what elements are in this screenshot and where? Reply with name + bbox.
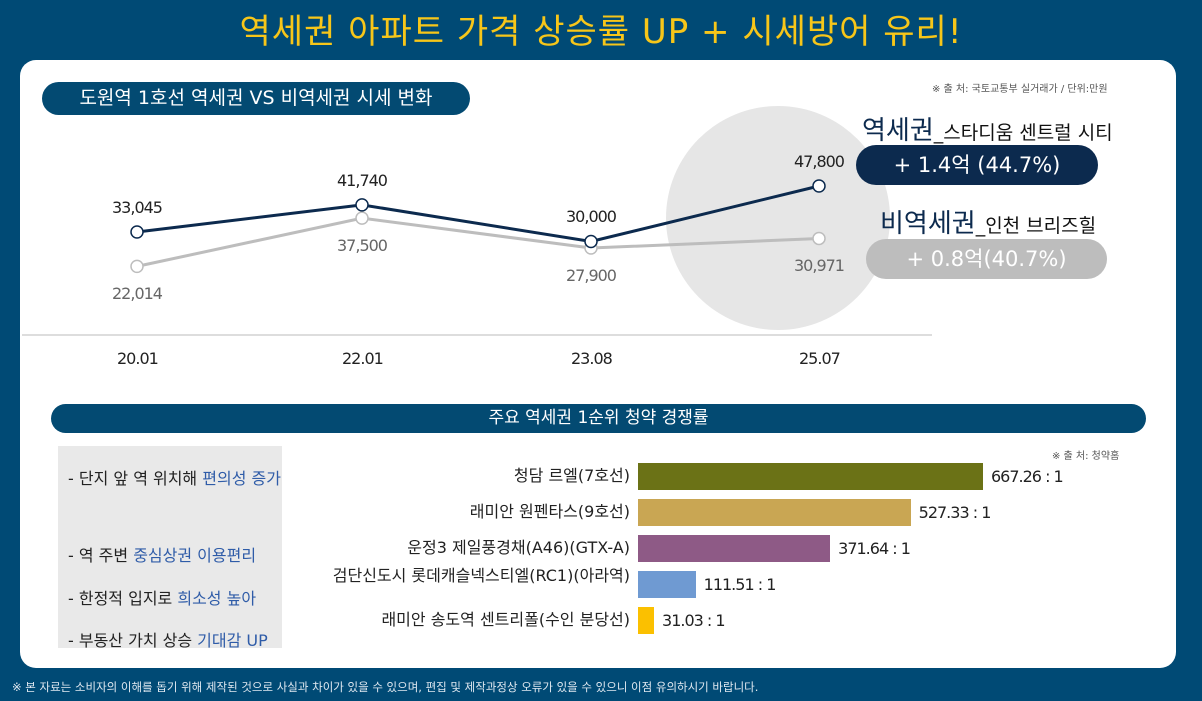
note-item: - 부동산 가치 상승 기대감 UP	[68, 627, 268, 651]
page-title: 역세권 아파트 가격 상승률 UP + 시세방어 유리!	[239, 12, 963, 52]
station-change-badge: + 1.4억 (44.7%)	[856, 145, 1098, 185]
data-point	[355, 211, 369, 225]
non-station-complex: _인천 브리즈힐	[975, 215, 1097, 237]
bar-value-label: 111.51 : 1	[703, 575, 777, 594]
bar-chart-source: ※ 출 처: 청약홈	[1052, 451, 1120, 462]
note-text: - 부동산 가치 상승	[68, 631, 198, 650]
bar-value-label: 31.03 : 1	[662, 611, 726, 630]
note-highlight: 중심상권 이용편리	[133, 546, 257, 565]
bar-category-label: 청담 르엘(7호선)	[513, 466, 630, 485]
station-callout-heading: 역세권_스타디움 센트럴 시티	[862, 110, 1113, 147]
bar	[638, 535, 831, 562]
bar	[638, 463, 983, 490]
bar	[638, 571, 696, 598]
data-label: 47,800	[794, 152, 845, 171]
note-item: - 한정적 입지로 희소성 높아	[68, 585, 256, 609]
station-label: 역세권	[862, 116, 934, 146]
bar-category-label: 운정3 제일풍경채(A46)(GTX-A)	[407, 538, 630, 557]
non-station-change-badge: + 0.8억(40.7%)	[866, 239, 1107, 279]
note-item: - 역 주변 중심상권 이용편리	[68, 542, 256, 566]
data-point	[130, 225, 144, 239]
data-point	[130, 259, 144, 274]
bar-category-label: 래미안 원펜타스(9호선)	[469, 502, 630, 521]
line-chart-title: 도원역 1호선 역세권 VS 비역세권 시세 변화	[42, 82, 470, 115]
note-text: - 한정적 입지로	[68, 589, 178, 608]
non-station-label: 비역세권	[880, 209, 976, 239]
note-highlight: 희소성 높아	[177, 589, 257, 608]
x-tick-label: 25.07	[799, 349, 841, 368]
bar-chart-title: 주요 역세권 1순위 청약 경쟁률	[51, 404, 1146, 433]
bar-value-label: 371.64 : 1	[838, 539, 911, 558]
data-point	[812, 231, 826, 246]
station-photo	[666, 106, 890, 330]
note-highlight: 기대감 UP	[197, 631, 268, 650]
data-label: 30,971	[794, 256, 845, 276]
data-point	[355, 198, 369, 212]
bar	[638, 607, 655, 634]
disclaimer: ※ 본 자료는 소비자의 이해를 돕기 위해 제작된 것으로 사실과 차이가 있…	[12, 680, 759, 694]
note-text: - 단지 앞 역 위치해	[68, 469, 203, 488]
bar-value-label: 527.33 : 1	[918, 503, 992, 522]
line-chart-source: ※ 출 처: 국토교통부 실거래가 / 단위:만원	[932, 84, 1108, 95]
series-line-0	[136, 184, 820, 244]
data-label: 37,500	[337, 236, 388, 256]
bar-category-label: 검단신도시 롯데캐슬넥스티엘(RC1)(아라역)	[332, 566, 630, 585]
data-point	[812, 179, 826, 193]
note-highlight: 편의성 증가	[202, 469, 281, 488]
x-tick-label: 23.08	[571, 349, 613, 368]
data-label: 22,014	[112, 284, 163, 304]
note-item: - 단지 앞 역 위치해 편의성 증가	[68, 458, 283, 500]
data-point	[584, 234, 598, 249]
benefit-notes: - 단지 앞 역 위치해 편의성 증가 - 역 주변 중심상권 이용편리 - 한…	[58, 446, 283, 651]
data-label: 27,900	[566, 266, 617, 286]
data-label: 41,740	[337, 170, 388, 190]
series-line-1	[136, 216, 820, 268]
station-complex: _스타디움 센트럴 시티	[933, 122, 1113, 144]
data-label: 33,045	[112, 198, 163, 217]
non-station-callout-heading: 비역세권_인천 브리즈힐	[880, 203, 1096, 240]
bar-category-label: 래미안 송도역 센트리폴(수인 분당선)	[381, 610, 630, 629]
note-text: - 역 주변	[68, 546, 134, 565]
data-label: 30,000	[566, 207, 617, 227]
x-tick-label: 22.01	[342, 349, 384, 368]
x-tick-label: 20.01	[117, 349, 159, 368]
bar-value-label: 667.26 : 1	[991, 467, 1064, 486]
bar	[638, 499, 911, 526]
